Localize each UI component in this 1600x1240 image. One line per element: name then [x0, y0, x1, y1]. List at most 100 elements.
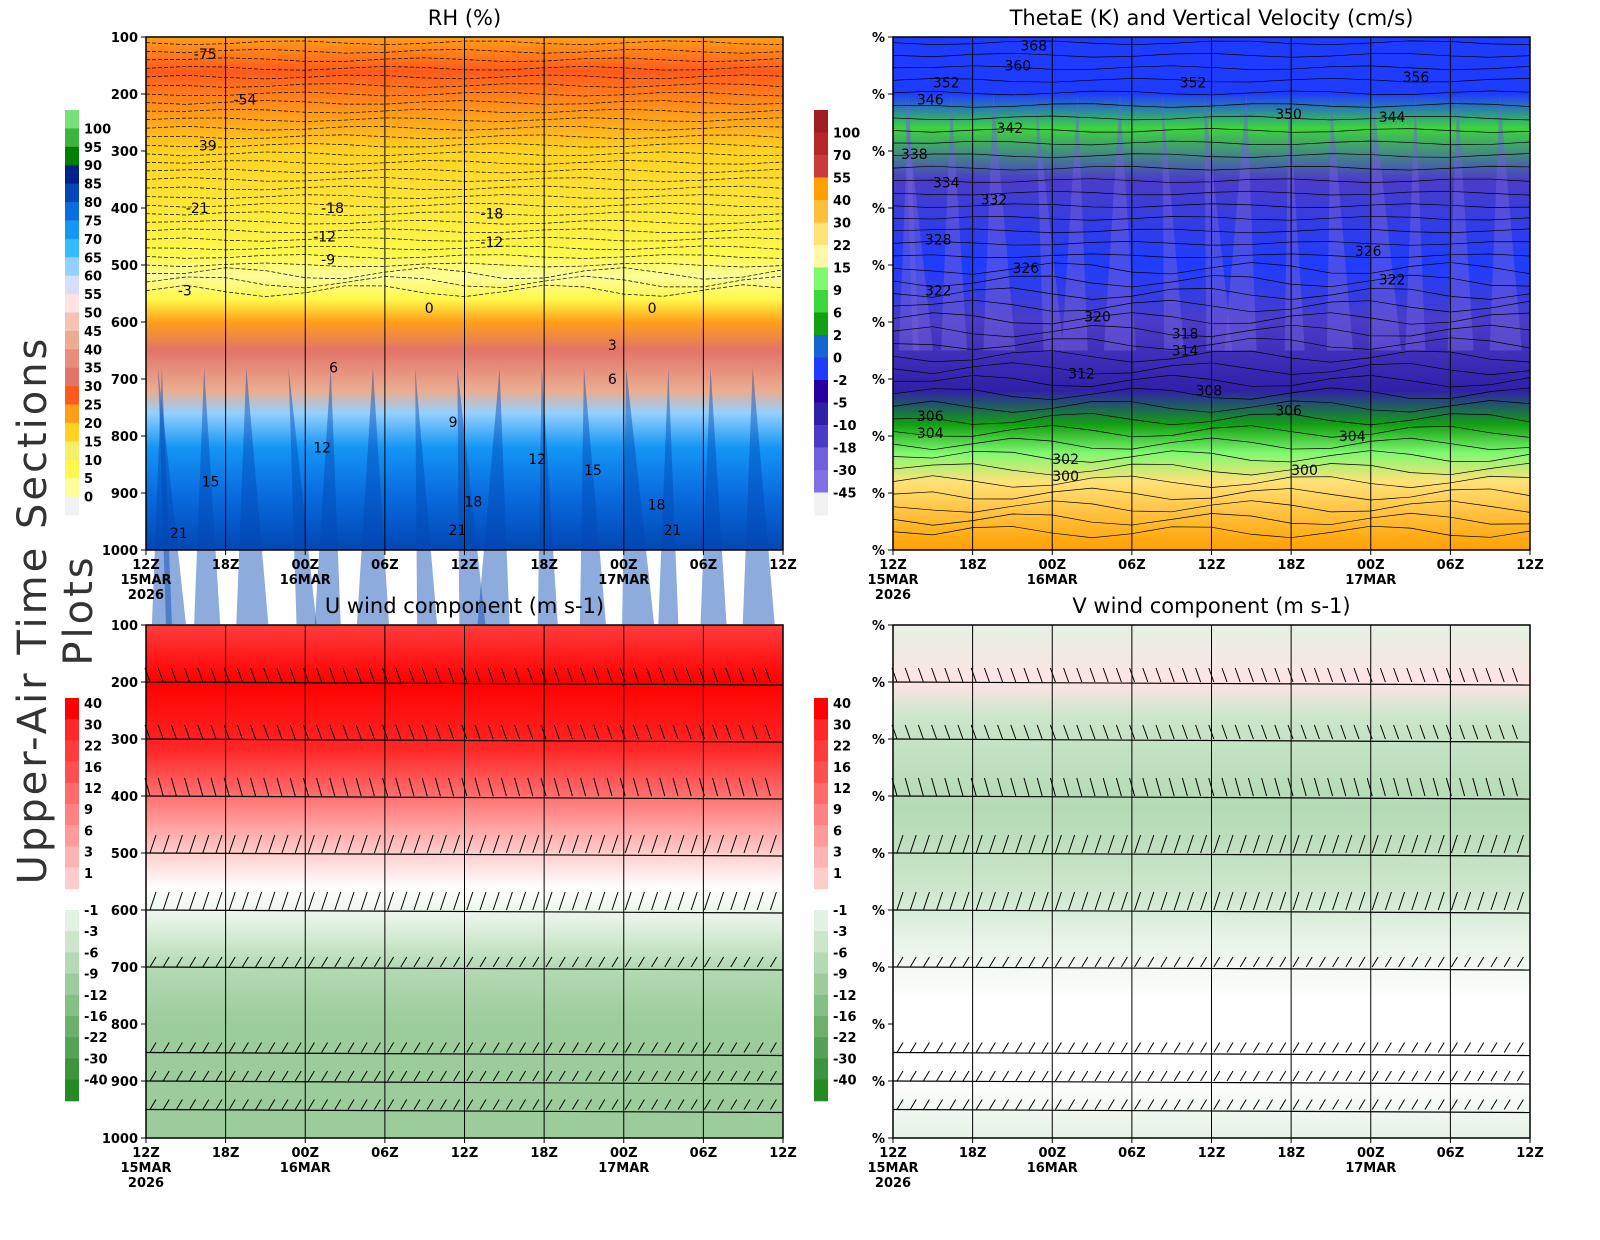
wind-barb	[382, 667, 389, 683]
wind-barb	[268, 891, 276, 911]
wind-barb	[276, 777, 283, 797]
x-tick-label: 00Z	[610, 558, 638, 573]
wind-barb	[698, 724, 705, 740]
contour-label: 300	[1052, 469, 1079, 485]
wind-barb	[1200, 956, 1208, 968]
colorbar-label: -12	[833, 989, 857, 1004]
wind-barb	[1115, 777, 1122, 797]
wind-barb	[983, 724, 990, 740]
wind-barb	[712, 777, 719, 797]
colorbar-label: 16	[833, 761, 851, 776]
colorbar-label: -30	[833, 1052, 857, 1067]
wind-barb	[624, 956, 632, 968]
wind-barb	[1226, 1070, 1234, 1082]
wind-barb	[983, 777, 990, 797]
wind-barb	[157, 667, 164, 683]
contour-line	[892, 350, 1531, 363]
wind-barb	[611, 891, 619, 911]
colorbar-label: 20	[84, 417, 102, 432]
colorbar-swatch	[65, 202, 79, 221]
wind-barb	[1340, 667, 1347, 683]
wind-barb	[175, 891, 183, 911]
x-tick-label: 12Z	[879, 1146, 907, 1161]
y-tick-label: %	[872, 1018, 885, 1033]
wind-barb	[904, 777, 911, 797]
wind-barb	[1028, 1042, 1036, 1053]
wind-barb	[1173, 956, 1181, 968]
wind-barb	[585, 956, 593, 968]
wind-barb	[1002, 956, 1010, 968]
wind-barb	[1155, 667, 1162, 683]
wind-barb	[1252, 891, 1260, 911]
wind-barb	[769, 891, 777, 911]
wind-barb	[1490, 956, 1498, 968]
wind-barb	[347, 891, 355, 911]
wind-barb	[1353, 667, 1360, 683]
wind-barb	[1464, 1070, 1472, 1082]
wind-barb	[1332, 834, 1340, 854]
wind-barb	[606, 724, 613, 740]
colorbar-swatch	[65, 404, 79, 424]
colorbar-swatch	[65, 782, 79, 805]
colorbar-swatch	[65, 1058, 79, 1081]
wind-barb	[519, 834, 527, 854]
wind-barb	[532, 956, 540, 968]
wind-barb	[1485, 777, 1492, 797]
wind-barb	[1327, 724, 1334, 740]
field-feature	[537, 367, 558, 625]
wind-barb	[1279, 1042, 1287, 1053]
wind-barb	[236, 667, 243, 683]
y-tick-label: 200	[111, 676, 138, 691]
wind-barb	[527, 724, 534, 740]
wind-barb	[210, 667, 217, 683]
x-tick-label: 12Z	[769, 558, 797, 573]
colorbar-label: 50	[84, 307, 102, 322]
wind-barb	[1213, 891, 1221, 911]
wind-barb-shaft	[145, 1080, 784, 1085]
wind-barb	[1437, 834, 1445, 854]
wind-barb-shaft	[145, 738, 784, 743]
wind-barb	[571, 956, 579, 968]
wind-barb	[593, 667, 600, 683]
wind-barb	[1081, 1070, 1089, 1082]
y-tick-label: %	[872, 487, 885, 502]
contour-label: -18	[321, 201, 344, 217]
wind-barb	[1134, 1099, 1142, 1110]
contour-label: 9	[449, 415, 458, 431]
colorbar-swatch	[65, 973, 79, 996]
wind-barb	[1432, 724, 1439, 740]
wind-barb	[1450, 891, 1458, 911]
contour-line	[145, 125, 784, 131]
y-tick-label: 400	[111, 790, 138, 805]
wind-barb	[970, 667, 977, 683]
wind-barb	[387, 956, 395, 968]
contour-line	[145, 91, 784, 97]
wind-barb	[1054, 891, 1062, 911]
field-feature	[622, 367, 655, 625]
wind-barb	[307, 1070, 315, 1082]
wind-barb	[983, 667, 990, 683]
contour-label: 352	[933, 76, 960, 92]
wind-barb	[690, 956, 698, 968]
wind-barb	[1168, 777, 1175, 797]
x-tick-label: 00Z	[291, 558, 319, 573]
wind-barb	[426, 1042, 434, 1053]
wind-barb	[1173, 891, 1181, 911]
y-tick-label: %	[872, 847, 885, 862]
contour-label: 302	[1052, 452, 1079, 468]
wind-barb	[202, 1099, 210, 1110]
contour-line	[145, 194, 784, 199]
wind-barb	[215, 891, 223, 911]
wind-barb	[922, 1070, 930, 1082]
wind-barb	[931, 667, 938, 683]
wind-barb	[566, 724, 573, 740]
wind-barb	[281, 956, 289, 968]
wind-barb	[1279, 956, 1287, 968]
wind-barb	[329, 777, 336, 797]
wind-barb	[302, 777, 309, 797]
wind-barb	[448, 667, 455, 683]
wind-barb	[1437, 956, 1445, 968]
wind-barb	[170, 724, 177, 740]
wind-barb	[1464, 834, 1472, 854]
